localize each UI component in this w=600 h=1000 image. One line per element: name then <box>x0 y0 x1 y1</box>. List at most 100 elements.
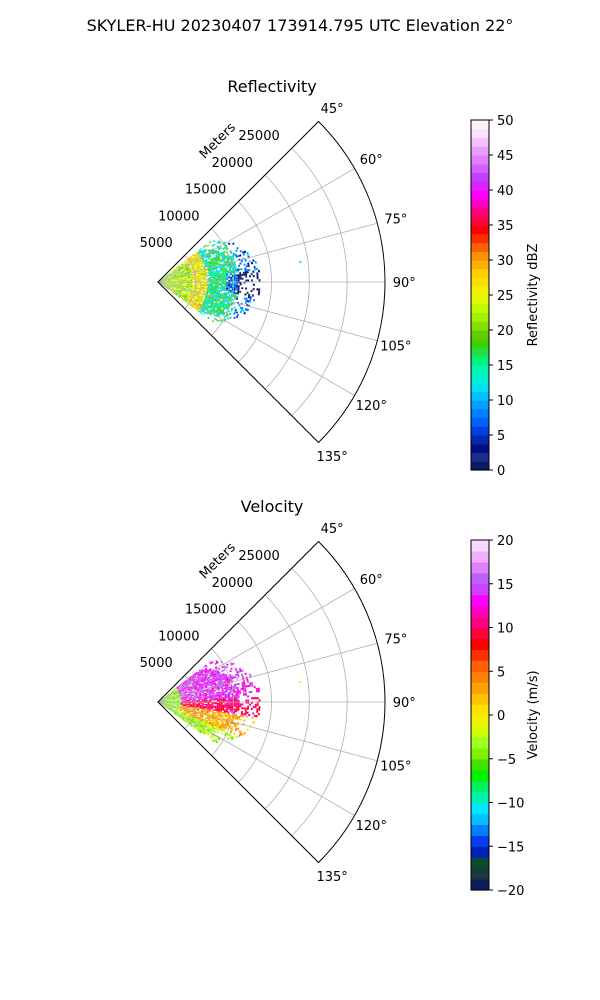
radar-gate <box>176 270 179 273</box>
radar-gate <box>190 268 193 271</box>
radar-gate <box>181 272 184 274</box>
radar-gate <box>206 289 209 292</box>
radar-gate <box>202 692 205 694</box>
radar-gate <box>239 272 242 275</box>
radar-gate <box>197 714 200 717</box>
radar-gate <box>205 676 208 679</box>
radar-gate <box>173 284 176 286</box>
radar-gate <box>195 288 198 290</box>
radar-gate <box>169 289 171 292</box>
radar-gate <box>200 684 203 687</box>
radar-gate <box>188 707 191 709</box>
radar-gate <box>170 691 173 694</box>
radar-gate <box>223 713 226 716</box>
radar-gate <box>192 704 195 706</box>
radar-gate <box>166 286 169 288</box>
radar-gate <box>210 270 213 273</box>
radar-gate <box>191 273 194 275</box>
radar-gate <box>227 693 230 696</box>
radar-gate <box>215 266 218 269</box>
radar-gate <box>203 284 206 287</box>
colorbar-segment <box>471 769 489 782</box>
colorbar-segment <box>471 704 489 716</box>
radar-gate <box>196 676 199 679</box>
colorbar-segment <box>471 268 489 279</box>
radar-gate <box>198 252 201 255</box>
radar-gate <box>173 274 176 276</box>
radar-gate <box>215 293 218 296</box>
radar-gate <box>163 700 166 701</box>
radar-gate <box>178 271 181 273</box>
radar-gate <box>205 721 208 723</box>
radar-gate <box>178 296 181 298</box>
radar-gate <box>184 280 187 282</box>
radar-gate <box>186 703 189 705</box>
radar-gate <box>182 296 185 299</box>
radar-gate <box>194 685 197 687</box>
colorbar-segment <box>471 540 489 552</box>
radar-gate <box>222 669 226 672</box>
radar-gate <box>222 707 225 710</box>
radar-gate <box>220 678 223 681</box>
radar-gate <box>196 252 199 255</box>
radar-gate <box>220 285 223 288</box>
radar-gate <box>193 296 196 298</box>
radar-gate <box>230 284 233 287</box>
radar-gate <box>175 692 177 694</box>
radar-gate <box>222 728 226 731</box>
radar-gate <box>196 718 199 721</box>
radar-gate <box>165 284 168 286</box>
radar-gate <box>218 679 222 682</box>
radar-gate <box>178 285 181 287</box>
radar-gate <box>207 688 210 691</box>
radar-gate <box>187 294 190 296</box>
radar-gate <box>184 695 187 697</box>
radar-gate <box>185 687 188 690</box>
radar-gate <box>194 684 197 686</box>
radar-gate <box>196 282 199 284</box>
radar-gate <box>195 258 198 260</box>
radar-gate <box>193 258 196 261</box>
radar-gate <box>221 688 224 690</box>
radar-gate <box>237 694 240 697</box>
radar-gate <box>189 274 192 276</box>
radar-gate <box>174 697 177 699</box>
radar-gate <box>161 283 164 285</box>
radar-gate <box>222 700 225 702</box>
radar-gate <box>184 712 187 715</box>
radar-gate <box>165 285 167 287</box>
radar-gate <box>174 286 177 288</box>
radar-gate <box>239 705 242 708</box>
radar-gate <box>223 710 226 713</box>
radar-gate <box>222 684 225 687</box>
radar-gate <box>208 661 212 664</box>
radar-gate <box>258 706 261 709</box>
radar-gate <box>180 269 183 271</box>
radar-gate <box>181 264 184 266</box>
radar-gate <box>184 703 187 704</box>
radar-gate <box>189 723 192 725</box>
radar-gate <box>163 284 166 286</box>
radar-gate <box>211 720 214 723</box>
colorbar-segment <box>471 321 489 331</box>
radar-gate <box>187 271 190 273</box>
radar-gate <box>194 718 197 721</box>
radar-gate <box>184 712 187 714</box>
radar-gate <box>198 306 201 309</box>
radar-gate <box>222 708 225 711</box>
radar-gate <box>230 278 233 280</box>
radar-gate <box>204 264 207 267</box>
radar-gate <box>200 710 203 713</box>
radar-gate <box>174 285 177 287</box>
radar-gate <box>236 716 239 719</box>
radar-gate <box>172 707 175 709</box>
radar-gate <box>208 726 212 729</box>
radar-gate <box>192 696 195 698</box>
radar-gate <box>173 282 176 284</box>
radar-gate <box>167 698 170 699</box>
radar-gate <box>191 682 194 685</box>
radar-gate <box>161 278 163 280</box>
radar-gate <box>169 704 172 705</box>
radar-gate <box>226 302 230 305</box>
